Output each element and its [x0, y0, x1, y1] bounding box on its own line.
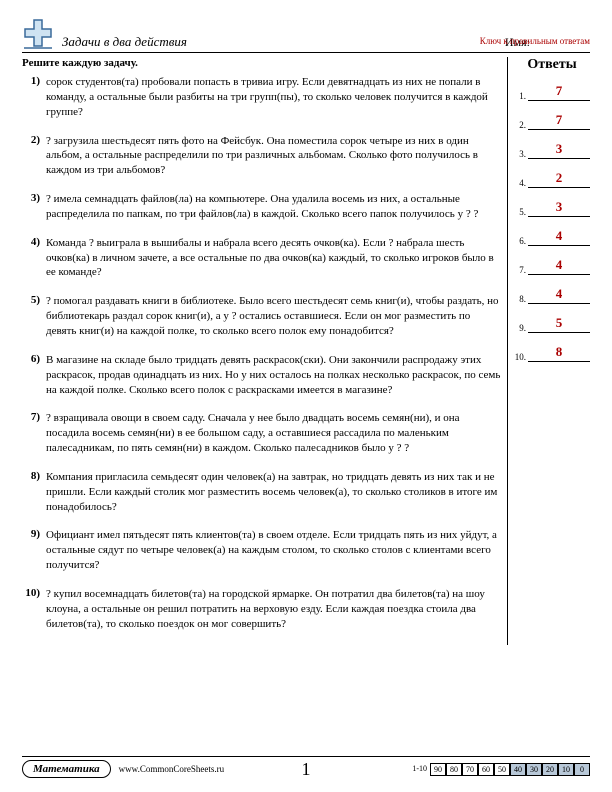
answer-value: 4 [528, 286, 590, 304]
footer: Математика www.CommonCoreSheets.ru 1 1-1… [22, 756, 590, 778]
problem-row: 5)? помогал раздавать книги в библиотеке… [22, 294, 501, 339]
answer-value: 2 [528, 170, 590, 188]
problem-row: 6)В магазине на складе было тридцать дев… [22, 353, 501, 398]
score-range-label: 1-10 [409, 763, 430, 776]
problem-text: ? загрузила шестьдесят пять фото на Фейс… [46, 134, 501, 179]
problem-text: ? имела семнадцать файлов(ла) на компьют… [46, 192, 501, 222]
answer-value: 7 [528, 83, 590, 101]
answer-value: 4 [528, 257, 590, 275]
problem-number: 9) [22, 528, 46, 573]
answer-number: 6. [514, 236, 528, 246]
problem-row: 1)сорок студентов(та) пробовали попасть … [22, 75, 501, 120]
answer-row: 4.2 [514, 170, 590, 188]
answer-number: 10. [514, 352, 528, 362]
problem-row: 8)Компания пригласила семьдесят один чел… [22, 470, 501, 515]
answer-number: 8. [514, 294, 528, 304]
answer-number: 2. [514, 120, 528, 130]
problem-text: Официант имел пятьдесят пять клиентов(та… [46, 528, 501, 573]
score-cell: 60 [478, 763, 494, 776]
answers-title: Ответы [514, 57, 590, 73]
problem-text: Команда ? выиграла в вышибалы и набрала … [46, 236, 501, 281]
problem-text: Компания пригласила семьдесят один челов… [46, 470, 501, 515]
problem-row: 10)? купил восемнадцать билетов(та) на г… [22, 587, 501, 632]
problem-number: 7) [22, 411, 46, 456]
score-cell: 30 [526, 763, 542, 776]
page-number: 1 [302, 759, 311, 780]
answer-row: 10.8 [514, 344, 590, 362]
problem-text: ? купил восемнадцать билетов(та) на горо… [46, 587, 501, 632]
score-cell: 90 [430, 763, 446, 776]
answer-value: 3 [528, 199, 590, 217]
problem-number: 1) [22, 75, 46, 120]
problem-row: 2)? загрузила шестьдесят пять фото на Фе… [22, 134, 501, 179]
problem-row: 9)Официант имел пятьдесят пять клиентов(… [22, 528, 501, 573]
logo-icon [22, 18, 54, 50]
answer-row: 9.5 [514, 315, 590, 333]
problem-text: ? взращивала овощи в своем саду. Сначала… [46, 411, 501, 456]
answer-number: 4. [514, 178, 528, 188]
answer-value: 8 [528, 344, 590, 362]
score-cell: 20 [542, 763, 558, 776]
score-cell: 70 [462, 763, 478, 776]
problem-text: В магазине на складе было тридцать девят… [46, 353, 501, 398]
worksheet-title: Задачи в два действия [62, 34, 505, 50]
answer-row: 2.7 [514, 112, 590, 130]
answer-row: 5.3 [514, 199, 590, 217]
worksheet-page: Задачи в два действия Имя: Ключ к правил… [0, 0, 612, 792]
problem-number: 4) [22, 236, 46, 281]
answer-row: 6.4 [514, 228, 590, 246]
instruction: Решите каждую задачу. [22, 57, 501, 69]
answer-row: 7.4 [514, 257, 590, 275]
problem-row: 4)Команда ? выиграла в вышибалы и набрал… [22, 236, 501, 281]
problem-number: 5) [22, 294, 46, 339]
answer-number: 5. [514, 207, 528, 217]
problem-number: 8) [22, 470, 46, 515]
answer-number: 3. [514, 149, 528, 159]
answer-row: 3.3 [514, 141, 590, 159]
answer-value: 3 [528, 141, 590, 159]
score-cell: 50 [494, 763, 510, 776]
score-cell: 40 [510, 763, 526, 776]
problem-number: 6) [22, 353, 46, 398]
problem-number: 10) [22, 587, 46, 632]
answer-value: 4 [528, 228, 590, 246]
answer-row: 8.4 [514, 286, 590, 304]
problem-row: 7)? взращивала овощи в своем саду. Снача… [22, 411, 501, 456]
answer-value: 7 [528, 112, 590, 130]
site-url: www.CommonCoreSheets.ru [119, 764, 224, 774]
answers-column: Ответы 1.72.73.34.25.36.47.48.49.510.8 [508, 57, 590, 645]
answer-key-label: Ключ к правильным ответам [480, 36, 590, 46]
problems-column: Решите каждую задачу. 1)сорок студентов(… [22, 57, 508, 645]
answer-value: 5 [528, 315, 590, 333]
answer-number: 1. [514, 91, 528, 101]
problem-number: 3) [22, 192, 46, 222]
score-cell: 10 [558, 763, 574, 776]
problem-text: ? помогал раздавать книги в библиотеке. … [46, 294, 501, 339]
subject-box: Математика [22, 760, 111, 778]
content: Решите каждую задачу. 1)сорок студентов(… [22, 57, 590, 645]
score-cell: 80 [446, 763, 462, 776]
problem-text: сорок студентов(та) пробовали попасть в … [46, 75, 501, 120]
answer-number: 9. [514, 323, 528, 333]
problem-number: 2) [22, 134, 46, 179]
answer-row: 1.7 [514, 83, 590, 101]
score-strip: 1-10 9080706050403020100 [409, 763, 590, 776]
score-cell: 0 [574, 763, 590, 776]
answer-number: 7. [514, 265, 528, 275]
problem-row: 3)? имела семнадцать файлов(ла) на компь… [22, 192, 501, 222]
